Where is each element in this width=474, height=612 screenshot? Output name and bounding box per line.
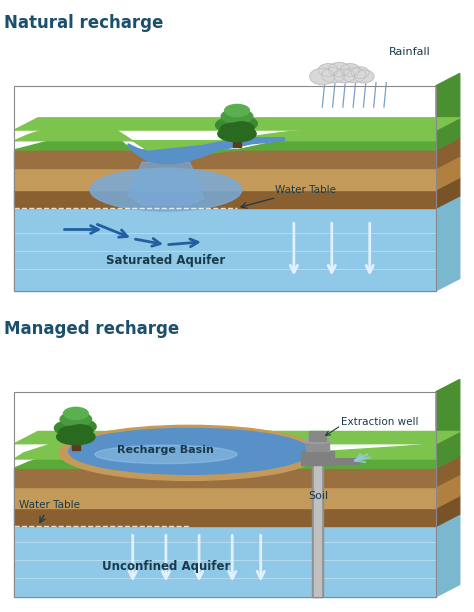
Ellipse shape <box>60 412 91 427</box>
Polygon shape <box>436 496 460 526</box>
Ellipse shape <box>95 445 237 464</box>
Ellipse shape <box>90 168 242 211</box>
Ellipse shape <box>229 122 254 134</box>
Circle shape <box>351 67 369 78</box>
Circle shape <box>322 68 345 83</box>
Text: Rainfall: Rainfall <box>389 47 430 57</box>
Ellipse shape <box>230 117 257 130</box>
Polygon shape <box>436 177 460 208</box>
Polygon shape <box>14 208 436 291</box>
Bar <box>14 392 436 597</box>
Ellipse shape <box>225 105 249 117</box>
Ellipse shape <box>59 427 84 438</box>
Text: Natural recharge: Natural recharge <box>4 13 163 32</box>
Ellipse shape <box>221 109 253 124</box>
Text: Soil: Soil <box>308 491 328 501</box>
Polygon shape <box>14 431 460 444</box>
Ellipse shape <box>69 428 310 474</box>
Text: Water Table: Water Table <box>19 500 80 523</box>
Circle shape <box>328 62 350 76</box>
Ellipse shape <box>69 420 96 433</box>
Ellipse shape <box>218 126 256 142</box>
Polygon shape <box>436 138 460 168</box>
Circle shape <box>310 69 335 84</box>
Polygon shape <box>436 156 460 190</box>
Circle shape <box>354 70 374 83</box>
Ellipse shape <box>64 408 88 420</box>
Bar <box>312 450 323 597</box>
Ellipse shape <box>304 438 331 443</box>
Polygon shape <box>14 190 436 208</box>
Polygon shape <box>14 487 436 508</box>
Ellipse shape <box>55 421 84 435</box>
Circle shape <box>340 64 360 76</box>
Ellipse shape <box>57 429 95 445</box>
Bar <box>314 450 321 597</box>
Polygon shape <box>14 118 460 130</box>
Polygon shape <box>14 129 436 162</box>
Polygon shape <box>14 150 436 168</box>
Polygon shape <box>14 431 436 460</box>
Polygon shape <box>14 119 436 154</box>
Bar <box>14 86 436 291</box>
Bar <box>72 434 80 450</box>
Polygon shape <box>128 138 284 163</box>
Polygon shape <box>436 73 460 150</box>
Text: Managed recharge: Managed recharge <box>4 319 179 338</box>
Polygon shape <box>436 456 460 487</box>
Ellipse shape <box>68 425 93 437</box>
Polygon shape <box>436 514 460 597</box>
Text: Saturated Aquifer: Saturated Aquifer <box>106 253 226 267</box>
Polygon shape <box>436 196 460 291</box>
Polygon shape <box>14 441 436 468</box>
Ellipse shape <box>216 118 245 132</box>
Polygon shape <box>14 526 436 597</box>
Ellipse shape <box>59 425 320 480</box>
Bar <box>301 452 334 465</box>
Text: Extraction well: Extraction well <box>341 417 419 427</box>
Bar <box>309 431 326 441</box>
Bar <box>306 441 329 452</box>
Polygon shape <box>14 468 436 487</box>
Circle shape <box>319 64 338 76</box>
Text: Recharge Basin: Recharge Basin <box>118 445 214 455</box>
Text: Unconfined Aquifer: Unconfined Aquifer <box>102 559 230 573</box>
Polygon shape <box>436 474 460 508</box>
Bar <box>233 131 241 147</box>
Polygon shape <box>128 162 204 205</box>
Polygon shape <box>436 379 460 468</box>
Circle shape <box>334 69 355 83</box>
Polygon shape <box>14 168 436 190</box>
Circle shape <box>343 68 366 83</box>
Text: Water Table: Water Table <box>241 185 336 208</box>
Polygon shape <box>14 508 436 526</box>
Ellipse shape <box>220 124 245 135</box>
